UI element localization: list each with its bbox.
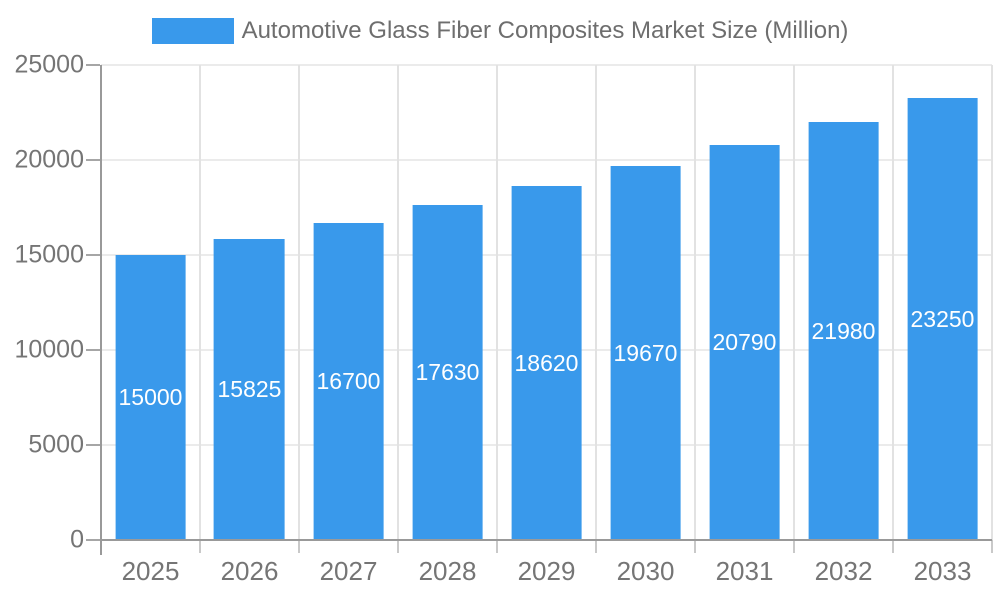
x-tick-label: 2025 (121, 556, 180, 586)
y-axis-tick (86, 444, 100, 446)
x-tick-label: 2031 (715, 556, 774, 586)
x-axis-tick (496, 540, 498, 553)
legend-label: Automotive Glass Fiber Composites Market… (241, 17, 849, 44)
x-tick-label: 2030 (616, 556, 675, 586)
plot-area: 15000 15825 16700 17630 18620 19670 20790 21980… (86, 64, 993, 555)
y-axis-tick (86, 539, 100, 541)
bar-2033: 23250 (907, 98, 978, 540)
x-axis-line (100, 539, 992, 541)
bar-value-label: 21980 (811, 317, 876, 344)
x-tick-label: 2033 (913, 556, 972, 586)
bar-value-label: 18620 (514, 349, 579, 376)
y-axis-tick (86, 159, 100, 161)
horizontal-gridline (101, 64, 992, 66)
y-axis-line (100, 65, 102, 555)
bar-value-label: 16700 (316, 367, 381, 394)
bar-2028: 17630 (412, 205, 483, 540)
bar-value-label: 20790 (712, 329, 777, 355)
x-tick-label: 2032 (814, 556, 873, 586)
vertical-gridline (892, 65, 894, 540)
vertical-gridline (793, 65, 795, 540)
vertical-gridline (991, 65, 993, 540)
bar-2025: 15000 (115, 255, 186, 540)
legend[interactable]: Automotive Glass Fiber Composites Market… (0, 18, 1000, 44)
x-axis-tick (199, 540, 201, 553)
vertical-gridline (298, 65, 300, 540)
y-axis-tick (86, 254, 100, 256)
bar-2030: 19670 (610, 166, 681, 540)
x-tick-label: 2027 (319, 556, 378, 586)
vertical-gridline (496, 65, 498, 540)
vertical-gridline (199, 65, 201, 540)
horizontal-gridline (101, 159, 992, 161)
x-axis-tick (793, 540, 795, 553)
y-tick-label: 25000 (14, 50, 84, 79)
bar-2031: 20790 (709, 145, 780, 540)
y-tick-label: 10000 (14, 335, 84, 364)
x-axis-labels: 2025 2026 2027 2028 2029 2030 2031 2032 2033 (101, 556, 992, 588)
x-axis-tick (892, 540, 894, 553)
vertical-gridline (396, 65, 399, 540)
bar-value-label: 15825 (217, 376, 282, 403)
bar-value-label: 15000 (118, 384, 183, 410)
bar-value-label: 19670 (613, 339, 678, 366)
y-axis-labels: 0 5000 10000 15000 20000 25000 (0, 51, 84, 554)
bar-2032: 21980 (808, 122, 879, 540)
bar-2026: 15825 (214, 239, 285, 540)
x-axis-tick (693, 540, 696, 553)
legend-swatch (151, 18, 234, 44)
y-tick-label: 0 (70, 525, 84, 554)
vertical-gridline (595, 65, 597, 540)
bar-value-label: 23250 (910, 305, 975, 332)
x-axis-tick (298, 540, 300, 553)
x-axis-tick (396, 540, 399, 553)
x-tick-label: 2026 (220, 556, 279, 586)
x-axis-tick (991, 540, 993, 553)
y-tick-label: 15000 (14, 240, 84, 269)
x-tick-label: 2029 (517, 556, 576, 586)
y-axis-tick (86, 349, 100, 351)
y-tick-label: 5000 (28, 430, 84, 459)
vertical-gridline (693, 65, 696, 540)
y-axis-tick (86, 64, 100, 66)
x-tick-label: 2028 (418, 556, 477, 586)
x-axis-tick (595, 540, 597, 553)
bar-2027: 16700 (313, 222, 384, 540)
y-tick-label: 20000 (14, 145, 84, 174)
bar-2029: 18620 (511, 186, 582, 540)
bar-value-label: 17630 (415, 359, 480, 386)
